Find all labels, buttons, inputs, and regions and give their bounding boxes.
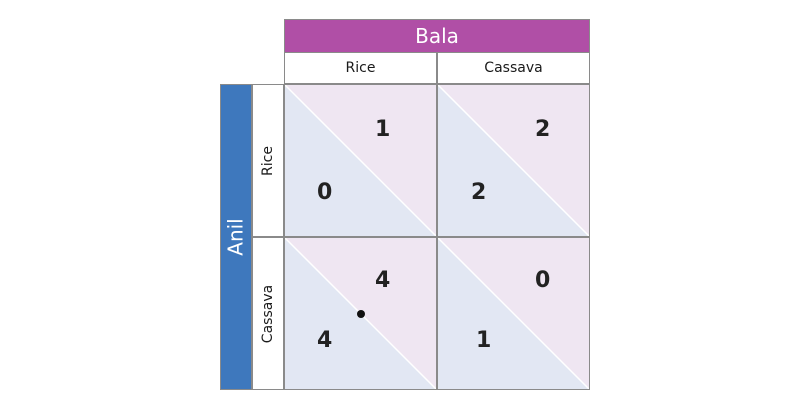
cell-diagonal-split: [438, 238, 589, 389]
row-strategy-cassava: Cassava: [252, 237, 284, 390]
payoff-cell-rice-rice: 1 0: [284, 84, 437, 237]
nash-equilibrium-dot-icon: [357, 310, 365, 318]
row-player-payoff: 0: [317, 180, 333, 205]
cell-diagonal-split: [285, 85, 436, 236]
column-player-payoff: 2: [535, 117, 551, 142]
column-strategy-cassava: Cassava: [437, 52, 590, 84]
column-player-payoff: 4: [375, 268, 391, 293]
column-strategy-rice: Rice: [284, 52, 437, 84]
column-strategy-label: Rice: [345, 60, 376, 76]
row-player-payoff: 1: [476, 328, 492, 353]
payoff-cell-cassava-rice: 4 4: [284, 237, 437, 390]
payoff-cell-cassava-cassava: 0 1: [437, 237, 590, 390]
row-player-name: Anil: [224, 218, 249, 256]
row-strategy-rice: Rice: [252, 84, 284, 237]
column-player-payoff: 1: [375, 117, 391, 142]
row-player-header: Anil: [220, 84, 252, 390]
payoff-cell-rice-cassava: 2 2: [437, 84, 590, 237]
column-player-name: Bala: [415, 24, 459, 48]
column-player-payoff: 0: [535, 268, 551, 293]
row-strategy-label: Cassava: [260, 284, 277, 343]
column-strategy-label: Cassava: [484, 60, 543, 76]
cell-diagonal-split: [438, 85, 589, 236]
row-strategy-label: Rice: [260, 145, 276, 176]
row-player-payoff: 2: [471, 180, 487, 205]
row-player-payoff: 4: [317, 328, 333, 353]
column-player-header: Bala: [284, 19, 590, 52]
